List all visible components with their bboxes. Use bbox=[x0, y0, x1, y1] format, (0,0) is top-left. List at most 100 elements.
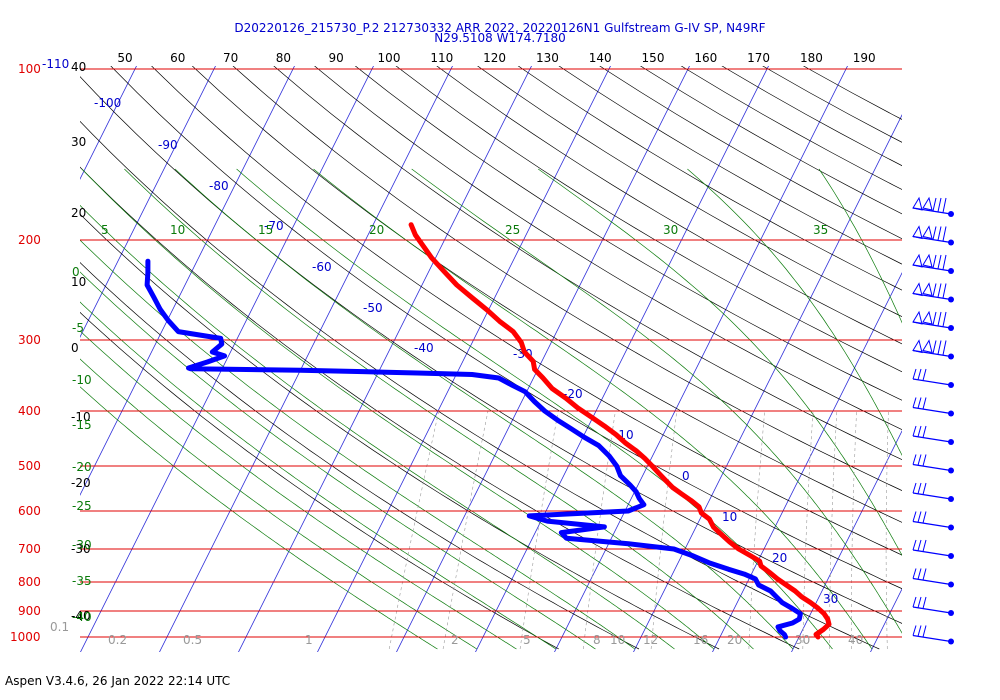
isotherm-value-label: -40 bbox=[414, 341, 434, 355]
wind-barb-tick bbox=[917, 625, 922, 637]
wind-barb-tick bbox=[912, 368, 917, 380]
wind-barb-staff bbox=[912, 378, 952, 386]
wind-barb-tick bbox=[912, 397, 917, 408]
isotherm-line bbox=[80, 66, 216, 338]
wind-barb-flag bbox=[922, 253, 933, 268]
wind-barb-tick bbox=[942, 340, 947, 356]
theta-tick-label: 50 bbox=[117, 51, 132, 65]
temperature-profile-line bbox=[408, 222, 832, 640]
wind-barb-tick bbox=[937, 197, 942, 212]
wind-barb-tick bbox=[922, 539, 927, 552]
wind-barb-tick bbox=[912, 625, 917, 636]
wind-barb-tick bbox=[912, 539, 917, 551]
wind-barb bbox=[912, 425, 952, 443]
pressure-label-600: 600 bbox=[18, 504, 41, 518]
mixing-ratio-label: 20 bbox=[727, 633, 742, 647]
isotherm-line bbox=[396, 66, 690, 652]
isotherm-value-label: -80 bbox=[209, 179, 229, 193]
wind-barbs bbox=[912, 196, 954, 645]
theta-e-label: 25 bbox=[505, 223, 520, 237]
left-height-label: -30 bbox=[71, 542, 91, 556]
dry-adiabat-line bbox=[80, 311, 559, 650]
left-height-label: 10 bbox=[71, 275, 86, 289]
left-height-label: -10 bbox=[71, 410, 91, 424]
wind-barb-flag bbox=[912, 339, 923, 354]
footer-version: Aspen V3.4.6, 26 Jan 2022 22:14 UTC bbox=[5, 674, 231, 688]
wind-barb bbox=[912, 225, 952, 244]
dry-adiabat-line bbox=[273, 66, 902, 461]
theta-e-label: 15 bbox=[258, 223, 273, 237]
theta-tick-label: 150 bbox=[642, 51, 665, 65]
isotherm-line bbox=[633, 114, 902, 652]
theta-e-label: 20 bbox=[369, 223, 384, 237]
wind-barb-flag bbox=[922, 282, 933, 297]
wind-barb-tick bbox=[922, 397, 927, 410]
theta-e-left-label: -35 bbox=[72, 574, 92, 588]
wind-barb-tick bbox=[917, 539, 922, 551]
mixing-ratio-line bbox=[885, 410, 889, 650]
dry-adiabat-line bbox=[395, 66, 902, 373]
wind-barb bbox=[912, 253, 952, 272]
left-height-label: -20 bbox=[71, 476, 91, 490]
wind-barb-flag bbox=[922, 196, 933, 211]
dry-adiabat-line bbox=[436, 66, 902, 345]
isotherm-value-label: -70 bbox=[264, 219, 284, 233]
dry-adiabat-line bbox=[110, 66, 902, 590]
wind-barb-tick bbox=[937, 311, 942, 326]
wind-barb-tick bbox=[922, 368, 927, 381]
wind-barb bbox=[912, 310, 952, 329]
chart-title-line1: D20220126_215730_P.2 212730332 ARR 2022,… bbox=[234, 21, 765, 35]
theta-tick-label: 110 bbox=[430, 51, 453, 65]
theta-tick-label: 80 bbox=[276, 51, 291, 65]
wind-barb-tick bbox=[932, 197, 937, 212]
theta-e-left-label: -10 bbox=[72, 373, 92, 387]
wind-barb-tick bbox=[917, 397, 922, 409]
wind-barb-tick bbox=[937, 254, 942, 269]
mixing-ratio-line bbox=[442, 410, 489, 650]
wind-barb-tick bbox=[922, 596, 927, 609]
dry-adiabat-line bbox=[477, 66, 902, 318]
isotherm-line bbox=[791, 430, 902, 652]
wind-barb-tick bbox=[942, 311, 947, 327]
wind-barb bbox=[912, 482, 952, 500]
dry-adiabat-line bbox=[191, 66, 902, 523]
wind-barb-tick bbox=[937, 340, 942, 355]
wind-barb-tick bbox=[912, 568, 917, 579]
left-height-label: 40 bbox=[71, 60, 86, 74]
wind-barb-staff bbox=[912, 549, 952, 557]
theta-e-label: 35 bbox=[813, 223, 828, 237]
wind-barb-tick bbox=[922, 454, 927, 467]
mixing-ratio-line bbox=[388, 410, 440, 650]
wind-barb bbox=[912, 511, 952, 529]
theta-tick-label: 90 bbox=[329, 51, 344, 65]
theta-tick-label: 140 bbox=[589, 51, 612, 65]
theta-e-left-label: -15 bbox=[72, 418, 92, 432]
wind-barb-tick bbox=[912, 596, 917, 608]
wind-barb-staff bbox=[912, 492, 952, 500]
theta-e-left-label: -30 bbox=[72, 538, 92, 552]
pressure-label-400: 400 bbox=[18, 404, 41, 418]
wind-barb-flag bbox=[922, 310, 933, 325]
wind-barb-tick bbox=[922, 511, 927, 524]
wind-barb-tick bbox=[917, 454, 922, 466]
wind-barb-tick bbox=[917, 425, 922, 437]
isotherm-value-label: 10 bbox=[722, 510, 737, 524]
wind-barb-tick bbox=[942, 197, 947, 213]
mixing-ratio-label: 30 bbox=[795, 633, 810, 647]
pressure-label-1000: 1000 bbox=[10, 630, 41, 644]
mixing-ratio-label: 16 bbox=[693, 633, 708, 647]
pressure-label-200: 200 bbox=[18, 233, 41, 247]
wind-barb-staff bbox=[912, 520, 952, 529]
mixing-ratio-label: 2 bbox=[451, 633, 459, 647]
mixing-ratio-label: 8 bbox=[593, 633, 601, 647]
theta-tick-label: 100 bbox=[378, 51, 401, 65]
wind-barb bbox=[912, 454, 952, 472]
left-height-label: 20 bbox=[71, 206, 86, 220]
wind-barb-tick bbox=[932, 283, 937, 297]
mixing-ratio-label: 40 bbox=[848, 633, 863, 647]
mixing-ratio-label: 0.2 bbox=[108, 633, 127, 647]
mixing-ratio-line bbox=[519, 410, 559, 650]
pressure-label-700: 700 bbox=[18, 542, 41, 556]
